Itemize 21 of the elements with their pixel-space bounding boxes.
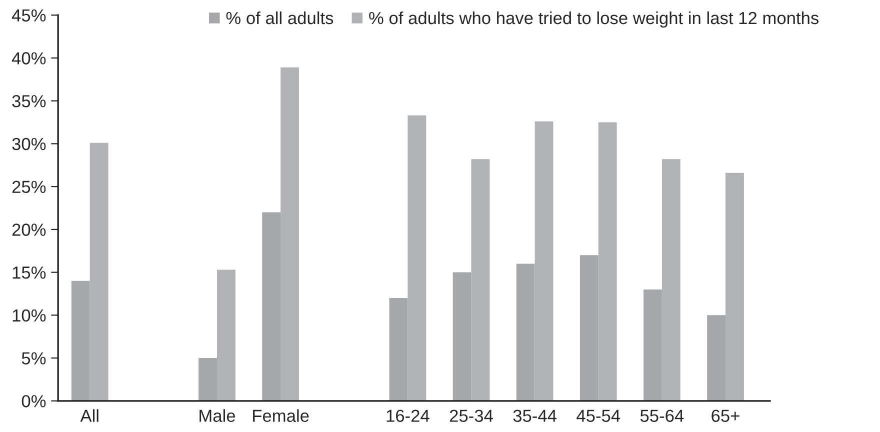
x-tick-label: 55-64 [640,410,684,422]
x-tick-label: 45-54 [576,410,620,422]
x-tick-label: Male [200,409,236,422]
x-tick-label: 35-44 [513,410,557,422]
y-tick-label: 30% [12,138,46,150]
legend-label: % of adults who have tried to lose weight in last 12 months [369,11,819,28]
x-tick-label: Female [253,409,309,422]
x-tick-label: 16-24 [386,410,430,422]
legend-label: % of all adults [226,11,334,24]
x-tick-label: 65+ [712,410,740,422]
y-tick-label: 20% [12,224,46,236]
y-tick-label: 15% [12,266,46,279]
y-tick-label: 45% [12,9,46,22]
y-tick-label: 25% [12,180,46,194]
y-tick-label: 40% [12,52,46,64]
y-tick-label: 0% [22,395,46,408]
x-tick-label: 25-34 [450,410,493,422]
y-tick-label: 5% [22,352,46,364]
y-tick-label: 10% [12,309,46,322]
y-tick-label: 35% [12,95,46,108]
x-tick-label: All [80,409,98,422]
